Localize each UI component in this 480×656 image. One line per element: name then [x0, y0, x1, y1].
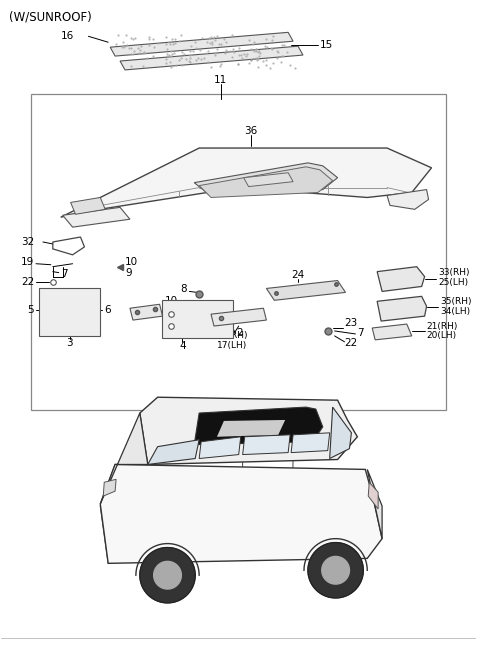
Polygon shape [217, 420, 285, 437]
Text: 36: 36 [244, 126, 257, 136]
Text: 10: 10 [125, 256, 138, 267]
Bar [162, 300, 233, 338]
Text: 6: 6 [104, 305, 111, 315]
Polygon shape [100, 464, 382, 564]
Polygon shape [120, 46, 303, 70]
Polygon shape [140, 548, 195, 603]
Polygon shape [154, 562, 181, 589]
Polygon shape [199, 167, 333, 197]
Polygon shape [199, 437, 240, 459]
Polygon shape [244, 173, 293, 186]
Polygon shape [100, 413, 148, 504]
Text: 15: 15 [320, 40, 333, 51]
Polygon shape [71, 197, 105, 215]
Polygon shape [60, 148, 432, 217]
Bar [39, 289, 100, 336]
Text: 21(RH): 21(RH) [427, 321, 458, 331]
Text: 24: 24 [291, 270, 305, 279]
Text: 2: 2 [237, 328, 243, 338]
Polygon shape [63, 207, 130, 227]
Text: 33(RH): 33(RH) [438, 268, 470, 277]
Text: 16: 16 [60, 31, 74, 41]
Bar [31, 94, 446, 410]
Text: 25(LH): 25(LH) [438, 278, 468, 287]
Polygon shape [103, 480, 116, 496]
Text: 9: 9 [165, 308, 171, 318]
Text: 7: 7 [358, 328, 364, 338]
Text: 32: 32 [21, 237, 34, 247]
Text: 4: 4 [179, 341, 186, 351]
Text: (W/SUNROOF): (W/SUNROOF) [9, 10, 92, 23]
Polygon shape [372, 324, 412, 340]
Polygon shape [130, 304, 163, 320]
Polygon shape [110, 32, 293, 56]
Polygon shape [148, 440, 199, 464]
Text: 9: 9 [125, 268, 132, 277]
Polygon shape [243, 435, 290, 455]
Polygon shape [387, 190, 429, 209]
Text: 18(RH): 18(RH) [217, 331, 249, 340]
Text: 7: 7 [60, 268, 67, 279]
Text: 17(LH): 17(LH) [217, 341, 247, 350]
Text: 5: 5 [27, 305, 34, 315]
Text: 34(LH): 34(LH) [441, 307, 470, 316]
Text: 10: 10 [165, 297, 178, 306]
Polygon shape [322, 556, 349, 584]
Polygon shape [377, 297, 427, 321]
Polygon shape [140, 398, 358, 464]
Text: 23: 23 [345, 318, 358, 328]
Text: 20(LH): 20(LH) [427, 331, 456, 340]
Polygon shape [194, 407, 323, 445]
Polygon shape [308, 543, 363, 598]
Text: 3: 3 [66, 338, 73, 348]
Polygon shape [367, 470, 382, 539]
Polygon shape [211, 308, 266, 326]
Polygon shape [291, 433, 330, 453]
Polygon shape [368, 482, 378, 509]
Polygon shape [377, 267, 425, 291]
Text: 35(RH): 35(RH) [441, 297, 472, 306]
Polygon shape [330, 407, 351, 459]
Text: 8: 8 [180, 285, 187, 295]
Text: 22: 22 [345, 338, 358, 348]
Polygon shape [194, 163, 337, 195]
Polygon shape [266, 281, 346, 300]
Text: 19: 19 [21, 256, 34, 267]
Text: 11: 11 [214, 75, 228, 85]
Text: 22: 22 [21, 277, 34, 287]
